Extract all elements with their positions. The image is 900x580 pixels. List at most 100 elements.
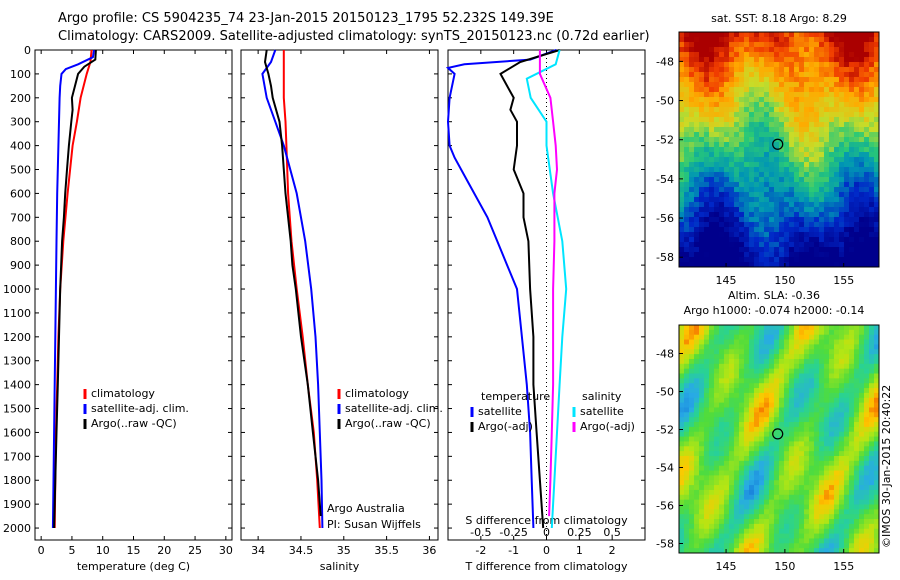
heatmap-cell (829, 378, 835, 384)
heatmap-cell (849, 72, 855, 78)
heatmap-cell (794, 112, 800, 118)
heatmap-cell (784, 480, 790, 486)
heatmap-cell (844, 32, 850, 38)
heatmap-cell (689, 373, 695, 379)
heatmap-cell (684, 242, 690, 248)
heatmap-cell (709, 257, 715, 263)
heatmap-cell (839, 32, 845, 38)
heatmap-cell (849, 470, 855, 476)
heatmap-cell (689, 212, 695, 218)
heatmap-cell (814, 378, 820, 384)
heatmap-cell (744, 47, 750, 53)
heatmap-cell (809, 102, 815, 108)
heatmap-cell (734, 157, 740, 163)
heatmap-cell (829, 397, 835, 404)
heatmap-cell (829, 112, 835, 118)
heatmap-cell (769, 122, 775, 128)
argo-position-marker (772, 428, 784, 440)
heatmap-cell (819, 509, 825, 515)
heatmap-cell (834, 77, 840, 83)
heatmap-cell (779, 77, 785, 83)
heatmap-cell (824, 217, 830, 223)
annotation-line: PI: Susan Wijffels (327, 518, 421, 531)
heatmap-cell (714, 112, 720, 118)
legend-label: Argo(..raw -QC) (345, 417, 431, 430)
heatmap-cell (804, 426, 810, 433)
heatmap-cell (834, 207, 840, 213)
heatmap-cell (824, 237, 830, 243)
heatmap-cell (824, 122, 830, 128)
heatmap-cell (709, 252, 715, 258)
heatmap-cell (739, 117, 745, 123)
heatmap-cell (689, 152, 695, 158)
heatmap-cell (784, 523, 790, 530)
heatmap-cell (734, 192, 740, 198)
heatmap-cell (869, 152, 875, 158)
heatmap-cell (719, 358, 725, 365)
heatmap-cell (824, 62, 830, 68)
heatmap-cell (734, 528, 740, 535)
heatmap-cell (769, 72, 775, 78)
heatmap-cell (854, 441, 860, 447)
heatmap-cell (689, 127, 695, 133)
heatmap-cell (874, 509, 880, 515)
heatmap-cell (829, 67, 835, 73)
heatmap-cell (784, 72, 790, 78)
heatmap-cell (739, 460, 745, 467)
heatmap-cell (764, 167, 770, 173)
heatmap-cell (804, 358, 810, 365)
heatmap-cell (824, 172, 830, 178)
heatmap-cell (834, 465, 840, 472)
heatmap-cell (764, 32, 770, 38)
heatmap-cell (809, 329, 815, 336)
heatmap-cell (869, 407, 875, 413)
heatmap-cell (804, 402, 810, 408)
heatmap-cell (754, 480, 760, 486)
heatmap-cell (719, 354, 725, 360)
heatmap-cell (819, 162, 825, 168)
heatmap-cell (729, 480, 735, 486)
heatmap-cell (704, 257, 710, 263)
heatmap-cell (729, 392, 735, 399)
heatmap-cell (739, 162, 745, 168)
heatmap-cell (864, 102, 870, 108)
legend-label: Argo(-adj) (580, 420, 635, 433)
heatmap-cell (699, 480, 705, 486)
heatmap-cell (769, 42, 775, 48)
heatmap-cell (764, 388, 770, 394)
heatmap-cell (729, 465, 735, 472)
heatmap-cell (754, 262, 760, 268)
heatmap-cell (714, 344, 720, 350)
heatmap-cell (814, 62, 820, 68)
heatmap-cell (814, 157, 820, 163)
heatmap-cell (804, 383, 810, 389)
heatmap-cell (839, 67, 845, 73)
heatmap-cell (874, 388, 880, 394)
heatmap-cell (859, 127, 865, 133)
heatmap-cell (774, 383, 780, 389)
heatmap-cell (689, 87, 695, 93)
heatmap-cell (704, 417, 710, 423)
series-t-satellite (445, 49, 557, 529)
heatmap-cell (764, 117, 770, 123)
heatmap-cell (739, 62, 745, 68)
heatmap-cell (774, 242, 780, 248)
heatmap-cell (849, 543, 855, 549)
heatmap-cell (819, 499, 825, 505)
heatmap-cell (704, 262, 710, 268)
heatmap-cell (759, 509, 765, 515)
heatmap-cell (744, 397, 750, 404)
heatmap-cell (749, 232, 755, 238)
heatmap-cell (714, 52, 720, 58)
heatmap-cell (799, 504, 805, 510)
heatmap-cell (839, 519, 845, 525)
heatmap-cell (869, 373, 875, 379)
heatmap-cell (814, 494, 820, 501)
heatmap-cell (804, 509, 810, 515)
heatmap-cell (809, 42, 815, 48)
heatmap-cell (809, 137, 815, 143)
heatmap-cell (779, 147, 785, 153)
heatmap-cell (824, 37, 830, 43)
heatmap-cell (869, 451, 875, 457)
heatmap-cell (854, 202, 860, 208)
